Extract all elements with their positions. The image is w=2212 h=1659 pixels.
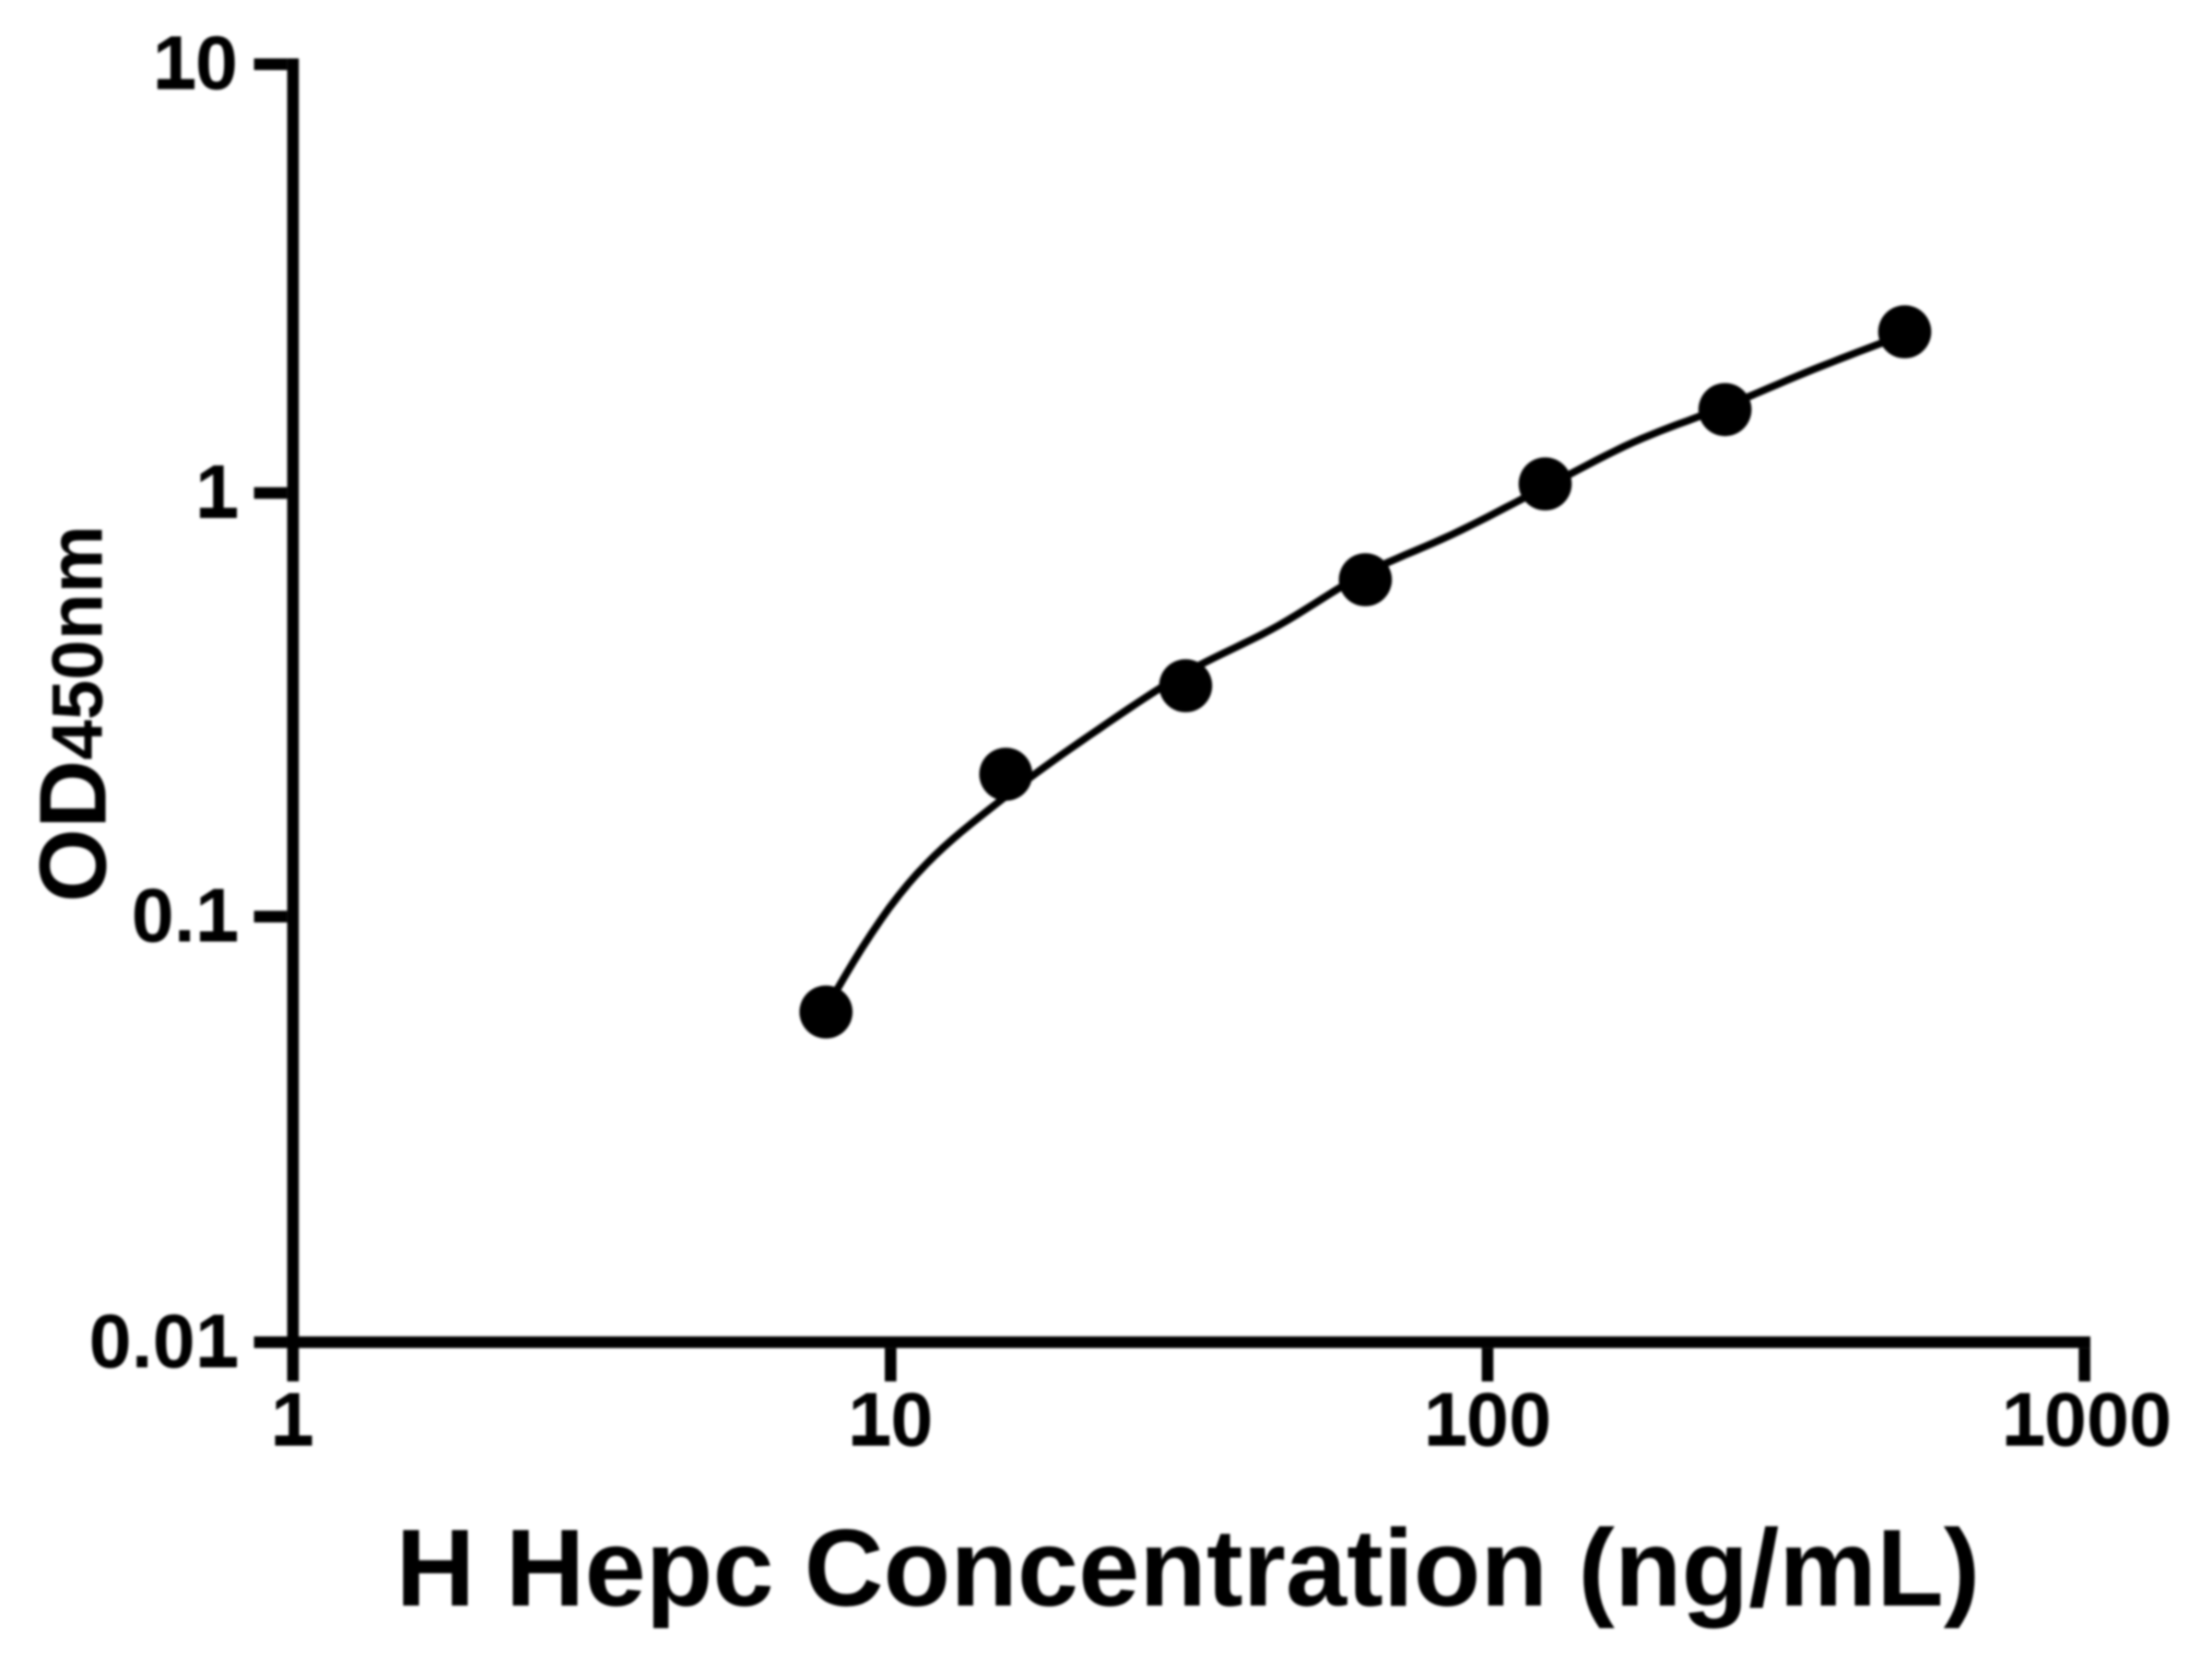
svg-text:0.1: 0.1 <box>132 873 238 959</box>
svg-text:1000: 1000 <box>2002 1377 2172 1463</box>
svg-text:1: 1 <box>195 449 238 535</box>
svg-text:10: 10 <box>153 20 238 106</box>
svg-text:100: 100 <box>1424 1377 1551 1463</box>
svg-text:10: 10 <box>848 1377 933 1463</box>
svg-text:H Hepc Concentration (ng/mL): H Hepc Concentration (ng/mL) <box>396 1507 1981 1630</box>
svg-text:OD450nm: OD450nm <box>20 525 126 902</box>
svg-text:0.01: 0.01 <box>88 1298 238 1383</box>
svg-text:1: 1 <box>271 1377 313 1463</box>
